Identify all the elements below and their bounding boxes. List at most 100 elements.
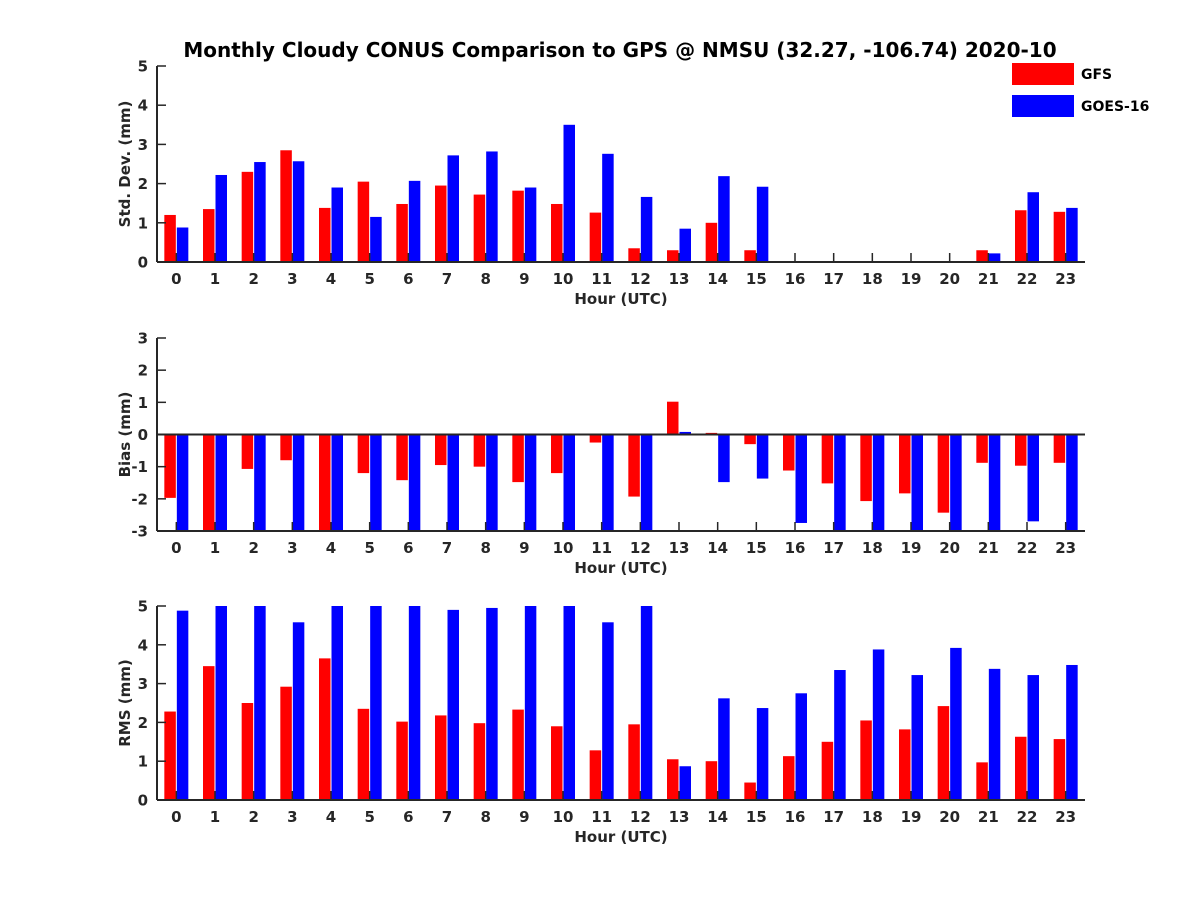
x-tick-label: 10 (553, 808, 574, 826)
x-tick-label: 1 (210, 808, 220, 826)
bar-goes-16-hour-21 (988, 253, 1001, 262)
x-tick-label: 4 (326, 539, 336, 557)
bar-goes-16-hour-16 (795, 434, 807, 523)
bar-goes-16-hour-7 (447, 434, 459, 531)
x-tick-label: 3 (287, 270, 297, 288)
legend-swatch-goes-16 (1012, 95, 1074, 117)
x-tick-label: 8 (480, 539, 490, 557)
x-tick-label: 8 (480, 270, 490, 288)
bar-goes-16-hour-0 (176, 227, 189, 262)
bar-gfs-hour-3 (280, 434, 292, 461)
bar-gfs-hour-22 (1015, 434, 1027, 466)
x-axis-label: Hour (UTC) (574, 828, 667, 846)
x-tick-label: 23 (1055, 808, 1076, 826)
x-tick-label: 3 (287, 808, 297, 826)
bar-goes-16-hour-13 (679, 431, 691, 435)
bar-goes-16-hour-3 (292, 434, 305, 531)
bar-goes-16-hour-21 (988, 434, 1001, 531)
x-tick-label: 14 (707, 270, 728, 288)
bar-gfs-hour-19 (899, 729, 911, 800)
y-axis-label: Bias (mm) (116, 392, 134, 478)
x-tick-label: 20 (939, 539, 960, 557)
bar-goes-16-hour-2 (254, 606, 266, 800)
bar-goes-16-hour-0 (176, 610, 189, 800)
y-axis-label: Std. Dev. (mm) (116, 101, 134, 228)
bar-goes-16-hour-23 (1066, 664, 1078, 800)
bar-gfs-hour-8 (473, 194, 486, 262)
x-tick-label: 15 (746, 808, 767, 826)
bar-goes-16-hour-14 (718, 434, 730, 483)
x-tick-label: 2 (248, 808, 258, 826)
bar-goes-16-hour-22 (1027, 675, 1039, 800)
x-tick-label: 9 (519, 270, 529, 288)
y-tick-label: 2 (138, 714, 148, 732)
y-tick-label: 4 (138, 636, 148, 654)
bar-gfs-hour-11 (589, 212, 602, 262)
x-tick-label: 17 (823, 539, 844, 557)
bar-group (164, 124, 1078, 262)
x-tick-label: 20 (939, 808, 960, 826)
bar-gfs-hour-16 (783, 756, 795, 800)
x-tick-label: 0 (171, 808, 181, 826)
x-tick-label: 21 (978, 539, 999, 557)
bar-goes-16-hour-15 (756, 186, 769, 262)
x-tick-label: 14 (707, 808, 728, 826)
bar-gfs-hour-13 (667, 250, 679, 262)
y-tick-label: 3 (138, 330, 148, 348)
x-tick-label: 14 (707, 539, 728, 557)
bar-gfs-hour-3 (280, 686, 292, 800)
x-tick-label: 4 (326, 270, 336, 288)
bar-goes-16-hour-17 (834, 670, 846, 800)
bar-goes-16-hour-11 (602, 153, 614, 262)
bar-gfs-hour-20 (937, 706, 950, 800)
bar-gfs-hour-10 (551, 203, 563, 262)
bar-goes-16-hour-19 (911, 434, 923, 531)
bar-gfs-hour-11 (589, 434, 602, 443)
bar-goes-16-hour-11 (602, 434, 614, 531)
x-tick-label: 2 (248, 270, 258, 288)
bar-gfs-hour-3 (280, 150, 292, 262)
bar-gfs-hour-0 (164, 711, 176, 800)
y-tick-label: -1 (131, 458, 148, 476)
bar-gfs-hour-16 (783, 434, 795, 471)
x-tick-label: 18 (862, 270, 883, 288)
bar-goes-16-hour-1 (215, 606, 227, 800)
bar-goes-16-hour-13 (679, 766, 691, 800)
bar-gfs-hour-17 (821, 434, 834, 484)
x-tick-label: 2 (248, 539, 258, 557)
bar-goes-16-hour-2 (254, 434, 266, 531)
x-tick-label: 16 (785, 808, 806, 826)
x-tick-label: 22 (1017, 270, 1038, 288)
bar-goes-16-hour-4 (331, 606, 343, 800)
bar-gfs-hour-15 (744, 434, 756, 445)
bar-gfs-hour-5 (357, 708, 370, 800)
bar-gfs-hour-1 (203, 434, 215, 531)
bar-goes-16-hour-2 (254, 162, 266, 262)
bar-goes-16-hour-18 (872, 649, 885, 800)
x-tick-label: 6 (403, 808, 413, 826)
x-tick-label: 5 (364, 808, 374, 826)
x-tick-label: 16 (785, 539, 806, 557)
x-tick-label: 23 (1055, 270, 1076, 288)
bar-gfs-hour-13 (667, 759, 679, 800)
bar-gfs-hour-4 (319, 207, 331, 262)
x-tick-label: 5 (364, 539, 374, 557)
x-tick-label: 15 (746, 539, 767, 557)
bar-goes-16-hour-22 (1027, 192, 1039, 262)
bar-gfs-hour-18 (860, 434, 872, 502)
bar-goes-16-hour-7 (447, 155, 459, 262)
bar-gfs-hour-13 (667, 401, 679, 435)
bar-gfs-hour-7 (435, 185, 447, 262)
bar-gfs-hour-12 (628, 248, 640, 262)
bar-gfs-hour-21 (976, 434, 988, 463)
bar-gfs-hour-7 (435, 434, 447, 466)
x-tick-label: 19 (901, 808, 922, 826)
bar-gfs-hour-23 (1053, 434, 1066, 463)
x-tick-label: 0 (171, 539, 181, 557)
bar-gfs-hour-10 (551, 726, 563, 800)
x-tick-label: 3 (287, 539, 297, 557)
bar-group (164, 401, 1078, 531)
bar-goes-16-hour-22 (1027, 434, 1039, 522)
y-tick-label: -2 (131, 490, 148, 508)
